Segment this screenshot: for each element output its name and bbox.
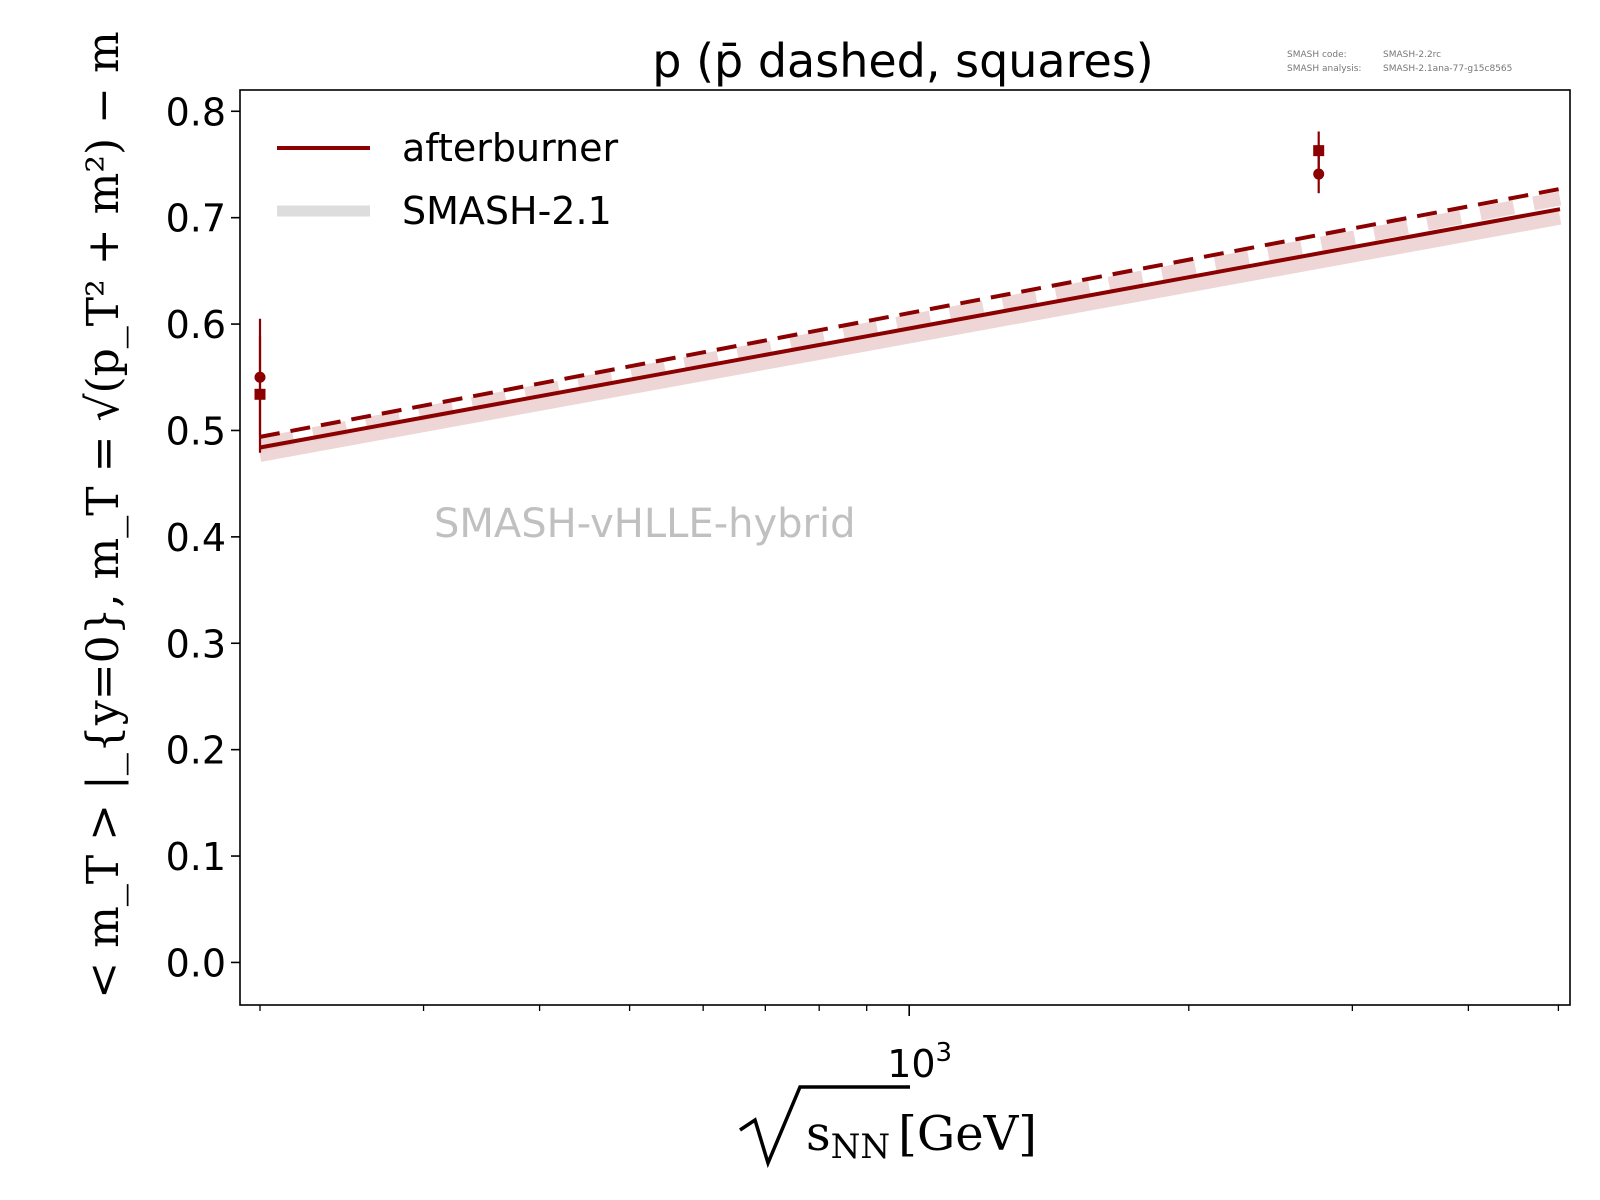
svg-text:sNN[GeV]: sNN [GeV] [806,1106,1037,1167]
version-code-value: SMASH-2.2rc [1383,50,1441,60]
y-axis-ticks: 0.0 0.1 0.2 0.3 0.4 0.5 0.6 0.7 0.8 [166,90,240,985]
y-tick-label-3: 0.3 [166,622,226,666]
y-axis-label: < m_T > |_{y=0}, m_T = √(p_T² + m²) − m [78,31,129,998]
data-point-square-1 [254,388,266,400]
x-label-sqrt-icon [739,1085,910,1169]
legend-label-smash: SMASH-2.1 [402,189,612,233]
x-axis-label: sNN [GeV] [739,1085,1037,1169]
model-lines [259,186,1561,450]
x-label-subscript: NN [831,1127,891,1167]
x-label-unit: [GeV] [898,1106,1037,1162]
x-label-radicand: s [806,1106,831,1162]
version-analysis-value: SMASH-2.1ana-77-g15c8565 [1383,64,1512,74]
data-point-square-3 [1313,145,1325,157]
y-tick-label-0: 0.0 [166,941,226,985]
watermark: SMASH-vHLLE-hybrid [434,501,855,547]
version-code-label: SMASH code: [1287,50,1347,60]
legend: afterburner SMASH-2.1 [277,126,619,233]
series-band-2 [258,210,1562,462]
chart-title: p (p̄ dashed, squares) [652,34,1153,88]
series-band-dashed-3 [258,191,1562,452]
version-analysis-label: SMASH analysis: [1287,64,1361,74]
series-line-dashed-1 [259,186,1561,439]
data-points [254,131,1325,453]
model-bands [258,191,1562,462]
y-tick-label-8: 0.8 [166,90,226,134]
plot-frame [239,89,1571,1006]
y-tick-label-2: 0.2 [166,729,226,773]
x-axis-ticks: 103 [259,1005,1560,1086]
y-axis-label-text: < m_T > |_{y=0}, m_T = √(p_T² + m²) − m [78,31,129,998]
x-tick-label-0: 103 [887,1038,952,1086]
y-tick-label-4: 0.4 [166,516,226,560]
y-tick-label-5: 0.5 [166,409,226,453]
series-line-solid-0 [259,207,1561,450]
legend-label-afterburner: afterburner [402,126,619,170]
y-tick-label-1: 0.1 [166,835,226,879]
y-tick-label-6: 0.6 [166,303,226,347]
data-point-circle-2 [1313,168,1325,180]
y-tick-label-7: 0.7 [166,197,226,241]
